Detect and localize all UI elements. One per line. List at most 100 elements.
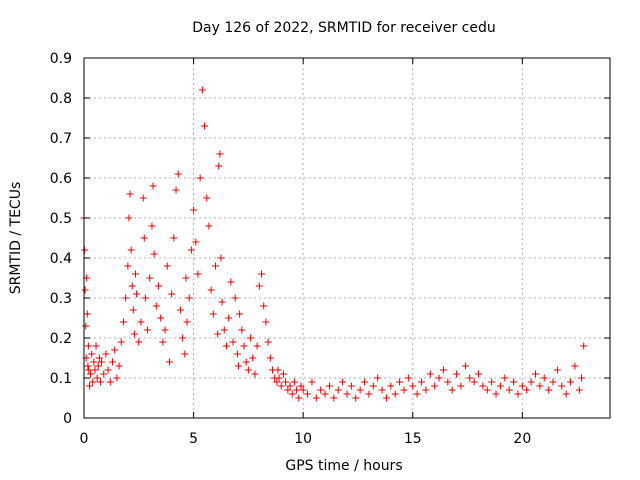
data-point <box>317 386 325 394</box>
data-points <box>80 86 588 402</box>
data-point <box>83 310 91 318</box>
data-point <box>258 270 266 278</box>
x-tick-label: 15 <box>404 431 422 447</box>
data-point <box>277 382 285 390</box>
data-point <box>575 386 583 394</box>
data-point <box>187 246 195 254</box>
data-point <box>343 390 351 398</box>
data-point <box>84 362 92 370</box>
data-point <box>253 342 261 350</box>
data-point <box>275 374 283 382</box>
data-point <box>479 382 487 390</box>
data-point <box>330 394 338 402</box>
y-axis-title: SRMTID / TECUs <box>8 182 24 295</box>
data-point <box>168 290 176 298</box>
data-point <box>505 386 513 394</box>
y-tick-label: 0.6 <box>50 171 72 187</box>
data-point <box>514 390 522 398</box>
data-point <box>81 246 89 254</box>
data-point <box>183 318 191 326</box>
data-point <box>231 294 239 302</box>
data-point <box>369 382 377 390</box>
data-point <box>93 374 101 382</box>
y-tick-labels: 0 0.1 0.2 0.3 0.4 0.5 0.6 0.7 0.8 0.9 <box>50 51 72 427</box>
data-point <box>185 294 193 302</box>
data-point <box>273 378 281 386</box>
data-point <box>527 378 535 386</box>
data-point <box>218 298 226 306</box>
data-point <box>212 262 219 270</box>
y-tick-label: 0.3 <box>50 291 72 307</box>
data-point <box>247 334 255 342</box>
data-point <box>266 354 274 362</box>
data-point <box>113 374 121 382</box>
data-point <box>222 342 230 350</box>
data-point <box>483 386 491 394</box>
data-point <box>165 358 173 366</box>
data-point <box>339 378 347 386</box>
data-point <box>92 342 100 350</box>
data-point <box>558 382 566 390</box>
data-point <box>140 234 148 242</box>
data-point <box>161 326 169 334</box>
data-point <box>198 86 206 94</box>
data-point <box>262 318 270 326</box>
data-point <box>87 370 95 378</box>
y-tick-label: 0.7 <box>50 131 72 147</box>
data-point <box>149 182 157 190</box>
data-point <box>293 386 301 394</box>
data-point <box>192 238 200 246</box>
data-point <box>578 374 586 382</box>
y-tick-label: 0.8 <box>50 91 72 107</box>
data-point <box>129 306 137 314</box>
data-point <box>128 282 136 290</box>
data-point <box>95 354 103 362</box>
data-point <box>233 350 241 358</box>
data-point <box>240 342 248 350</box>
data-point <box>150 250 158 258</box>
data-point <box>426 370 434 378</box>
x-tick-label: 10 <box>294 431 312 447</box>
data-point <box>457 382 465 390</box>
data-point <box>98 358 106 366</box>
data-point <box>124 262 132 270</box>
data-point <box>282 378 290 386</box>
data-point <box>216 150 224 158</box>
data-point <box>172 186 180 194</box>
x-tick-label: 5 <box>189 431 198 447</box>
data-point <box>82 322 90 330</box>
data-point <box>238 326 246 334</box>
data-point <box>404 374 412 382</box>
data-point <box>356 386 364 394</box>
data-point <box>580 342 588 350</box>
y-tick-label: 0.9 <box>50 51 72 67</box>
data-point <box>431 382 439 390</box>
data-point <box>122 294 130 302</box>
data-point <box>321 390 329 398</box>
data-point <box>203 194 211 202</box>
data-point <box>249 354 257 362</box>
data-point <box>127 246 135 254</box>
data-point <box>94 362 102 370</box>
data-point <box>201 122 209 130</box>
axis-ticks <box>83 57 610 419</box>
data-point <box>444 378 452 386</box>
data-point <box>523 386 531 394</box>
data-point <box>347 382 355 390</box>
data-point <box>400 386 408 394</box>
data-point <box>418 378 426 386</box>
data-point <box>91 366 99 374</box>
data-point <box>461 362 469 370</box>
data-point <box>157 314 165 322</box>
data-point <box>144 326 152 334</box>
data-point <box>205 222 213 230</box>
data-point <box>174 170 182 178</box>
data-point <box>117 338 125 346</box>
data-point <box>229 338 237 346</box>
data-point <box>84 342 92 350</box>
data-point <box>413 390 421 398</box>
data-point <box>227 278 235 286</box>
data-point <box>217 254 225 262</box>
data-point <box>194 270 202 278</box>
data-point <box>496 382 504 390</box>
